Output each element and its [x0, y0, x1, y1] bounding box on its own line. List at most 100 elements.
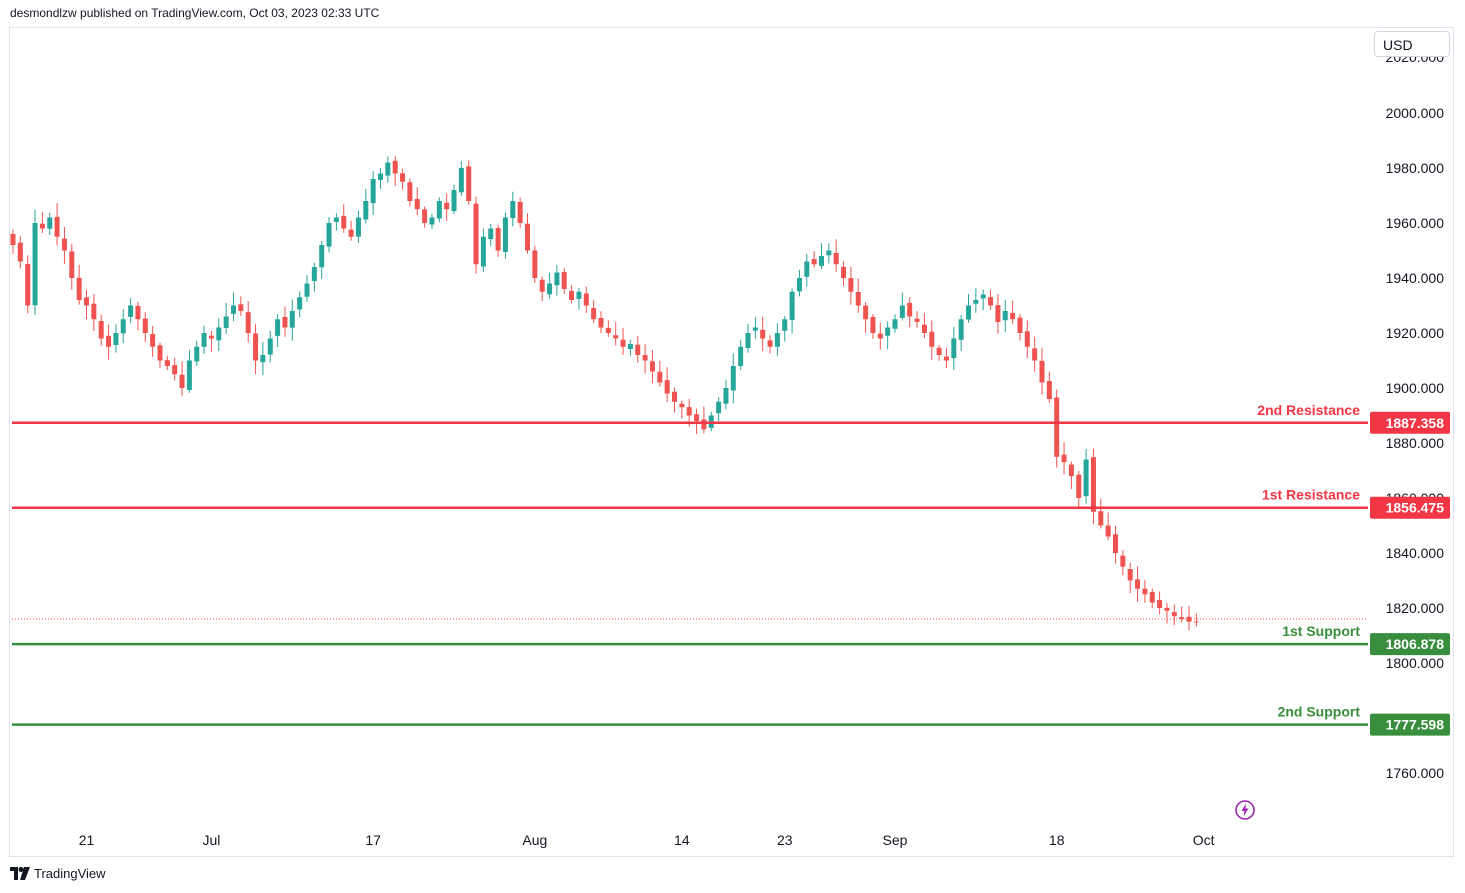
candle-body[interactable]: [120, 319, 126, 334]
candle-body[interactable]: [576, 291, 582, 299]
candle-body[interactable]: [98, 321, 104, 339]
candle-body[interactable]: [392, 160, 398, 174]
candle-body[interactable]: [1002, 311, 1008, 321]
candle-body[interactable]: [532, 250, 538, 278]
candle-body[interactable]: [69, 251, 75, 278]
candle-body[interactable]: [525, 223, 530, 251]
candle-body[interactable]: [642, 355, 648, 361]
candle-body[interactable]: [1039, 360, 1045, 383]
candle-body[interactable]: [701, 419, 707, 430]
candle-body[interactable]: [569, 290, 575, 300]
candle-body[interactable]: [686, 407, 692, 416]
candle-body[interactable]: [716, 401, 722, 414]
candle-body[interactable]: [1024, 331, 1030, 347]
candle-body[interactable]: [407, 182, 413, 201]
candle-body[interactable]: [333, 217, 339, 222]
candle-body[interactable]: [694, 414, 700, 421]
candle-body[interactable]: [730, 366, 736, 391]
candle-body[interactable]: [466, 166, 472, 201]
candle-body[interactable]: [1164, 607, 1170, 611]
candle-body[interactable]: [510, 201, 516, 219]
candle-body[interactable]: [863, 305, 869, 320]
candle-body[interactable]: [47, 217, 53, 229]
candle-body[interactable]: [605, 327, 611, 333]
candle-body[interactable]: [1017, 317, 1023, 333]
candle-body[interactable]: [907, 302, 913, 317]
candle-body[interactable]: [1061, 454, 1067, 463]
candle-body[interactable]: [363, 201, 369, 220]
candle-body[interactable]: [752, 327, 758, 331]
lightning-icon[interactable]: [1234, 799, 1256, 821]
candle-body[interactable]: [1142, 588, 1148, 595]
candle-body[interactable]: [1127, 569, 1133, 581]
candle-body[interactable]: [723, 388, 729, 404]
candle-body[interactable]: [1010, 312, 1016, 320]
candle-body[interactable]: [201, 333, 207, 347]
candle-body[interactable]: [480, 236, 486, 267]
candle-body[interactable]: [995, 305, 1001, 322]
candle-body[interactable]: [186, 360, 192, 391]
candle-body[interactable]: [870, 316, 876, 333]
candle-body[interactable]: [1076, 474, 1082, 498]
candle-body[interactable]: [502, 217, 508, 252]
candle-body[interactable]: [1179, 617, 1185, 619]
candle-body[interactable]: [951, 338, 957, 359]
candle-body[interactable]: [311, 267, 317, 282]
candle-body[interactable]: [988, 297, 994, 306]
candle-body[interactable]: [216, 327, 222, 341]
candle-body[interactable]: [341, 215, 347, 229]
candle-body[interactable]: [635, 344, 641, 355]
candle-body[interactable]: [436, 201, 442, 219]
candle-body[interactable]: [473, 203, 479, 265]
candle-body[interactable]: [458, 168, 464, 193]
candle-body[interactable]: [348, 229, 354, 237]
candle-body[interactable]: [267, 338, 273, 355]
candle-body[interactable]: [297, 297, 303, 310]
candle-body[interactable]: [1032, 348, 1038, 361]
candle-body[interactable]: [275, 319, 281, 336]
currency-selector[interactable]: USD: [1374, 31, 1450, 57]
candle-body[interactable]: [179, 374, 185, 388]
candle-body[interactable]: [172, 365, 178, 375]
candle-body[interactable]: [1105, 525, 1111, 537]
candle-body[interactable]: [1113, 534, 1118, 553]
candle-body[interactable]: [936, 347, 942, 355]
candle-body[interactable]: [385, 162, 391, 176]
candle-body[interactable]: [231, 305, 236, 314]
candle-body[interactable]: [547, 283, 553, 295]
candle-body[interactable]: [319, 245, 325, 268]
candle-body[interactable]: [135, 305, 141, 320]
candle-body[interactable]: [789, 291, 795, 321]
candle-body[interactable]: [1046, 380, 1052, 399]
candle-body[interactable]: [238, 304, 244, 311]
candle-body[interactable]: [414, 198, 420, 210]
candle-body[interactable]: [1054, 397, 1060, 457]
candle-body[interactable]: [892, 319, 898, 329]
candle-body[interactable]: [841, 266, 847, 278]
candle-body[interactable]: [1098, 511, 1104, 526]
candle-body[interactable]: [1149, 592, 1155, 603]
candle-body[interactable]: [1083, 459, 1089, 497]
candle-body[interactable]: [1157, 600, 1163, 608]
candle-body[interactable]: [245, 312, 251, 333]
candle-body[interactable]: [304, 283, 310, 297]
candle-body[interactable]: [76, 277, 82, 300]
candle-body[interactable]: [208, 335, 214, 339]
candle-body[interactable]: [194, 346, 200, 362]
candle-body[interactable]: [113, 333, 119, 346]
candle-body[interactable]: [804, 261, 810, 277]
candle-body[interactable]: [591, 308, 597, 320]
candle-body[interactable]: [554, 272, 560, 286]
candle-body[interactable]: [1135, 579, 1141, 589]
candle-body[interactable]: [885, 327, 891, 336]
candle-body[interactable]: [583, 293, 589, 306]
candle-body[interactable]: [620, 339, 626, 347]
candle-body[interactable]: [819, 256, 824, 266]
candle-body[interactable]: [649, 361, 655, 372]
candle-body[interactable]: [561, 271, 567, 289]
candle-body[interactable]: [943, 356, 949, 361]
candle-body[interactable]: [157, 345, 163, 361]
candle-body[interactable]: [142, 318, 148, 333]
candle-body[interactable]: [54, 216, 60, 237]
candle-body[interactable]: [495, 227, 501, 251]
